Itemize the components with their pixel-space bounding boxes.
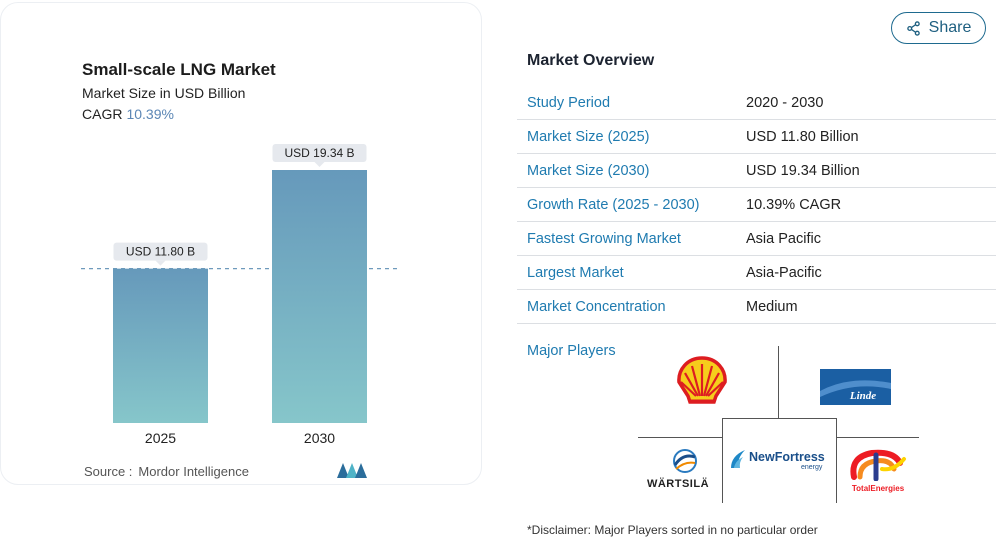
overview-row-value: Asia-Pacific xyxy=(746,264,822,281)
chart-title: Small-scale LNG Market xyxy=(82,60,276,79)
overview-row: Growth Rate (2025 - 2030) 10.39% CAGR xyxy=(517,188,996,222)
data-label-pointer xyxy=(314,162,325,167)
overview-table: Study Period 2020 - 2030 Market Size (2025… xyxy=(517,86,996,324)
disclaimer: *Disclaimer: Major Players sorted in no … xyxy=(527,523,818,537)
overview-row: Fastest Growing Market Asia Pacific xyxy=(517,222,996,256)
overview-row-label: Largest Market xyxy=(527,264,624,281)
totalenergies-mark xyxy=(850,449,906,482)
cagr-label: CAGR xyxy=(82,106,123,122)
x-tick-label: 2025 xyxy=(145,430,176,446)
wartsila-logo[interactable]: WÄRTSILÄ xyxy=(643,447,713,490)
newfortress-text: NewFortress xyxy=(749,450,825,464)
overview-row-value: 10.39% CAGR xyxy=(746,196,842,213)
bar-2030 xyxy=(272,170,367,423)
data-label-bubble xyxy=(272,144,367,162)
data-label-bubble xyxy=(113,242,208,261)
bar-chart: USD 11.80 B 2025 USD 19.34 B 2030 xyxy=(81,144,401,446)
overview-row: Largest Market Asia-Pacific xyxy=(517,256,996,290)
cagr-value: 10.39% xyxy=(126,106,174,122)
grid-divider xyxy=(836,437,919,438)
overview-row-value: 2020 - 2030 xyxy=(746,94,824,111)
major-players-label: Major Players xyxy=(527,343,616,359)
wartsila-text: WÄRTSILÄ xyxy=(646,478,710,490)
shell-logo[interactable] xyxy=(676,356,728,406)
overview-row: Market Size (2025) USD 11.80 Billion xyxy=(517,120,996,154)
linde-logo[interactable]: Linde xyxy=(820,369,891,405)
overview-row-label: Market Size (2025) xyxy=(527,128,650,145)
overview-row: Market Size (2030) USD 19.34 Billion xyxy=(517,154,996,188)
overview-row-label: Fastest Growing Market xyxy=(527,230,681,247)
chart-source: Source : Mordor Intelligence xyxy=(84,464,249,479)
totalenergies-logo[interactable]: TotalEnergies xyxy=(846,447,910,493)
grid-divider xyxy=(638,437,722,438)
overview-row-value: USD 19.34 Billion xyxy=(746,162,860,179)
data-label: USD 19.34 B xyxy=(284,146,354,160)
x-tick-label: 2030 xyxy=(304,430,335,446)
newfortress-logo[interactable]: NewFortress energy xyxy=(729,446,831,476)
grid-divider xyxy=(836,418,837,503)
overview-row-label: Study Period xyxy=(527,94,611,111)
market-chart-card: Small-scale LNG Market Market Size in US… xyxy=(0,2,482,485)
share-button[interactable]: Share xyxy=(891,12,986,44)
overview-row: Market Concentration Medium xyxy=(517,290,996,324)
data-label: USD 11.80 B xyxy=(126,245,195,259)
linde-logo-text: Linde xyxy=(849,390,876,402)
overview-row-value: USD 11.80 Billion xyxy=(746,128,859,145)
overview-row-label: Market Concentration xyxy=(527,298,666,315)
bar-2025 xyxy=(113,268,208,423)
newfortress-mark xyxy=(731,450,745,468)
overview-title: Market Overview xyxy=(527,52,655,69)
share-icon xyxy=(906,20,920,36)
source-value: Mordor Intelligence xyxy=(138,464,249,479)
grid-divider xyxy=(722,418,723,503)
overview-row: Study Period 2020 - 2030 xyxy=(517,86,996,120)
overview-row-label: Market Size (2030) xyxy=(527,162,650,179)
overview-row-label: Growth Rate (2025 - 2030) xyxy=(527,196,700,213)
source-label: Source : xyxy=(84,464,133,479)
mordor-intelligence-logo xyxy=(337,463,367,478)
chart-cagr: CAGR 10.39% xyxy=(82,106,174,122)
newfortress-subtext: energy xyxy=(801,464,823,471)
overview-row-value: Asia Pacific xyxy=(746,230,821,247)
grid-divider xyxy=(722,418,836,419)
grid-divider xyxy=(778,346,779,418)
overview-row-value: Medium xyxy=(746,298,798,315)
wartsila-mark xyxy=(673,449,697,473)
share-label: Share xyxy=(928,19,972,36)
chart-subtitle: Market Size in USD Billion xyxy=(82,85,246,101)
totalenergies-text: TotalEnergies xyxy=(851,484,905,493)
data-label-pointer xyxy=(155,260,166,266)
